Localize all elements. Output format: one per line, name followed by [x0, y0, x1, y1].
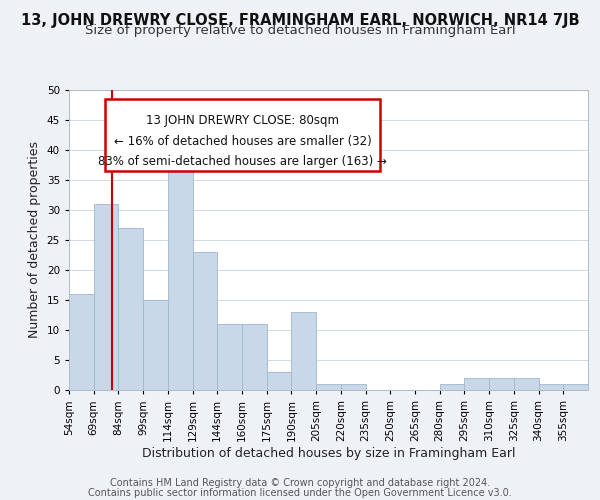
Bar — [94, 204, 118, 390]
Text: Contains HM Land Registry data © Crown copyright and database right 2024.: Contains HM Land Registry data © Crown c… — [110, 478, 490, 488]
Bar — [217, 324, 242, 390]
Bar — [168, 156, 193, 390]
Bar — [563, 384, 588, 390]
Text: 83% of semi-detached houses are larger (163) →: 83% of semi-detached houses are larger (… — [98, 155, 388, 168]
Text: Size of property relative to detached houses in Framingham Earl: Size of property relative to detached ho… — [85, 24, 515, 37]
Bar — [242, 324, 267, 390]
Bar — [267, 372, 292, 390]
Bar — [118, 228, 143, 390]
Bar — [292, 312, 316, 390]
Bar — [143, 300, 168, 390]
Bar — [316, 384, 341, 390]
Bar — [539, 384, 563, 390]
Bar — [514, 378, 539, 390]
Y-axis label: Number of detached properties: Number of detached properties — [28, 142, 41, 338]
FancyBboxPatch shape — [106, 99, 380, 171]
Text: 13 JOHN DREWRY CLOSE: 80sqm: 13 JOHN DREWRY CLOSE: 80sqm — [146, 114, 340, 127]
Bar — [193, 252, 217, 390]
X-axis label: Distribution of detached houses by size in Framingham Earl: Distribution of detached houses by size … — [142, 446, 515, 460]
Bar — [69, 294, 94, 390]
Bar — [464, 378, 489, 390]
Bar — [489, 378, 514, 390]
Text: ← 16% of detached houses are smaller (32): ← 16% of detached houses are smaller (32… — [114, 134, 372, 147]
Bar — [440, 384, 464, 390]
Text: 13, JOHN DREWRY CLOSE, FRAMINGHAM EARL, NORWICH, NR14 7JB: 13, JOHN DREWRY CLOSE, FRAMINGHAM EARL, … — [20, 12, 580, 28]
Text: Contains public sector information licensed under the Open Government Licence v3: Contains public sector information licen… — [88, 488, 512, 498]
Bar — [341, 384, 365, 390]
